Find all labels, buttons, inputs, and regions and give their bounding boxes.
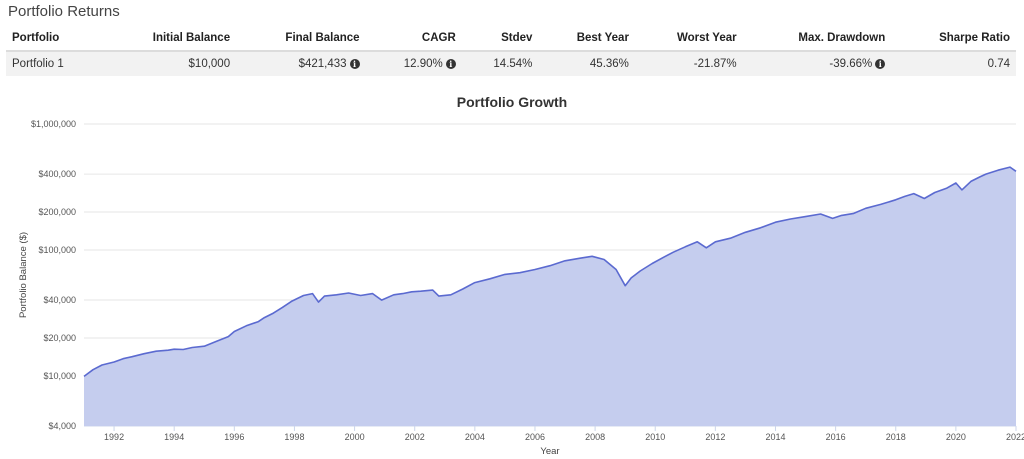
y-tick-label: $10,000 <box>43 371 76 381</box>
y-tick-label: $1,000,000 <box>31 119 76 129</box>
cell-final-balance: $421,433 i <box>236 51 366 76</box>
x-tick-label: 1994 <box>164 432 184 442</box>
y-tick-label: $4,000 <box>48 421 76 431</box>
cell-text: Portfolio 1 <box>12 58 64 70</box>
col-header-stdev[interactable]: Stdev <box>461 28 539 52</box>
series-area-fill <box>84 167 1016 426</box>
cell-text: $10,000 <box>188 58 231 70</box>
cell-text: 12.90% <box>403 58 443 70</box>
chart-title: Portfolio Growth <box>456 94 568 110</box>
y-axis-ticks: $4,000 $10,000 $20,000 $40,000 $100,000 $200,… <box>31 119 76 431</box>
x-tick-label: 2012 <box>705 432 725 442</box>
x-tick-label: 2004 <box>465 432 485 442</box>
cell-cagr: 12.90% i <box>365 51 462 76</box>
series-line[interactable] <box>83 166 1017 378</box>
x-tick-label: 2008 <box>585 432 605 442</box>
cell-text: 14.54% <box>493 58 533 70</box>
cell-text: $421,433 <box>298 58 347 70</box>
y-tick-label: $100,000 <box>38 245 76 255</box>
y-tick-label: $40,000 <box>43 295 76 305</box>
x-tick-label: 2000 <box>345 432 365 442</box>
col-header-portfolio[interactable]: Portfolio <box>6 28 102 52</box>
x-tick-label: 2016 <box>826 432 846 442</box>
info-icon[interactable]: i <box>349 59 360 69</box>
cell-worst-year: -21.87% <box>634 51 743 76</box>
x-tick-label: 2018 <box>886 432 906 442</box>
section-title: Portfolio Returns <box>8 3 120 20</box>
col-header-final-balance[interactable]: Final Balance <box>236 28 366 52</box>
x-tick-label: 1996 <box>224 432 244 442</box>
col-header-max-drawdown[interactable]: Max. Drawdown <box>742 28 892 52</box>
x-tick-label: 1992 <box>104 432 124 442</box>
y-tick-label: $200,000 <box>38 207 76 217</box>
cell-max-drawdown: -39.66% i <box>742 51 892 76</box>
x-tick-label: 2014 <box>765 432 785 442</box>
x-tick-label: 2002 <box>405 432 425 442</box>
col-header-cagr[interactable]: CAGR <box>365 28 462 52</box>
cell-sharpe-ratio: 0.74 <box>891 51 1016 76</box>
x-tick-label: 2022 <box>1006 432 1024 442</box>
col-header-initial-balance[interactable]: Initial Balance <box>101 28 237 52</box>
info-icon[interactable]: i <box>875 59 886 69</box>
cell-text: -39.66% <box>829 58 873 70</box>
cell-portfolio-name: Portfolio 1 <box>6 51 102 76</box>
series-area <box>83 166 1017 426</box>
portfolio-returns-table: Portfolio Initial Balance Final Balance … <box>6 28 1016 76</box>
cell-text: 45.36% <box>589 58 629 70</box>
x-axis-ticks: 1992 1994 1996 1998 2000 2002 2004 2006 2008 2010… <box>104 426 1024 442</box>
col-header-best-year[interactable]: Best Year <box>538 28 635 52</box>
cell-text: -21.87% <box>693 58 737 70</box>
x-tick-label: 1998 <box>284 432 304 442</box>
table-header-row: Portfolio Initial Balance Final Balance … <box>6 28 1016 52</box>
table-row: Portfolio 1 $10,000 $421,433 i 12.90% i 14… <box>6 51 1016 76</box>
col-header-sharpe-ratio[interactable]: Sharpe Ratio <box>891 28 1016 52</box>
cell-best-year: 45.36% <box>538 51 635 76</box>
cell-text: 0.74 <box>987 58 1010 70</box>
cell-stdev: 14.54% <box>461 51 539 76</box>
x-tick-label: 2010 <box>645 432 665 442</box>
x-tick-label: 2020 <box>946 432 966 442</box>
col-header-worst-year[interactable]: Worst Year <box>634 28 743 52</box>
y-axis-label: Portfolio Balance ($) <box>18 232 29 318</box>
cell-initial-balance: $10,000 <box>101 51 237 76</box>
y-tick-label: $20,000 <box>43 333 76 343</box>
y-tick-label: $400,000 <box>38 169 76 179</box>
x-tick-label: 2006 <box>525 432 545 442</box>
info-icon[interactable]: i <box>445 59 456 69</box>
x-axis-label: Year <box>540 446 559 457</box>
